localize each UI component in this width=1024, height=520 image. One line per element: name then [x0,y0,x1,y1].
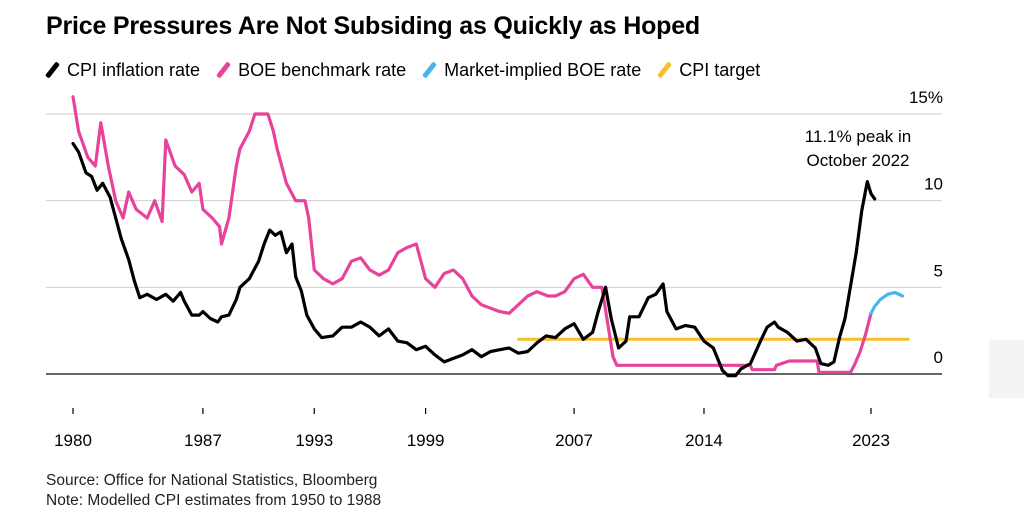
legend-label-cpi: CPI inflation rate [67,59,201,80]
y-axis-labels: 15% 10 5 0 [909,88,943,367]
series-line-boe-benchmark-rate [71,95,873,374]
x-tick-label-1999: 1999 [407,431,445,450]
x-tick-label-2007: 2007 [555,431,593,450]
x-tick-label-2023: 2023 [852,431,890,450]
legend-item-target: CPI target [657,59,761,81]
legend-item-boe: BOE benchmark rate [216,59,407,81]
legend: CPI inflation rate BOE benchmark rate Ma… [44,58,777,82]
x-tick-label-1987: 1987 [184,431,222,450]
x-tick-label-1980: 1980 [54,431,92,450]
legend-item-market: Market-implied BOE rate [422,59,642,81]
series-line-market-implied-boe-rate [869,290,905,315]
annotation-line-2: October 2022 [806,151,909,170]
annotation-line-1: 11.1% peak in [805,127,911,146]
series-line-cpi-inflation-rate [71,141,877,378]
peak-annotation: 11.1% peak in October 2022 [805,127,911,170]
chart-title: Price Pressures Are Not Subsiding as Qui… [46,12,700,40]
y-tick-label-10: 10 [924,175,943,194]
y-tick-label-0: 0 [934,348,943,367]
method-note: Note: Modelled CPI estimates from 1950 t… [46,492,382,509]
source-note: Source: Office for National Statistics, … [46,472,378,489]
y-tick-label-15: 15% [909,88,943,107]
legend-label-market: Market-implied BOE rate [444,59,642,80]
legend-label-target: CPI target [679,59,761,80]
side-panel-edge [989,340,1024,398]
series-lines [71,95,910,378]
x-tick-label-2014: 2014 [685,431,723,450]
y-tick-label-5: 5 [934,261,943,280]
x-axis: 1980 1987 1993 1999 2007 2014 2023 [54,408,890,450]
gridlines [46,113,942,375]
legend-label-boe: BOE benchmark rate [238,59,407,80]
x-tick-label-1993: 1993 [295,431,333,450]
legend-item-cpi: CPI inflation rate [44,59,201,81]
footer: Source: Office for National Statistics, … [46,471,381,511]
